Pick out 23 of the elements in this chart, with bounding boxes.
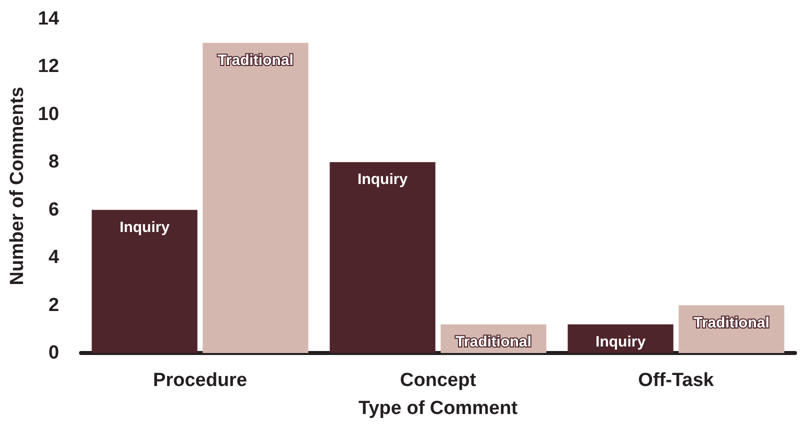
series-label: Inquiry — [596, 333, 646, 350]
y-tick-label: 6 — [48, 199, 60, 220]
x-tick-label: Procedure — [153, 370, 248, 391]
y-tick-label: 0 — [48, 342, 60, 364]
y-tick-label: 4 — [48, 247, 60, 268]
bar — [330, 162, 436, 353]
y-tick-label: 8 — [48, 152, 60, 173]
x-tick-label: Concept — [400, 370, 477, 391]
text: Traditional — [694, 314, 770, 332]
bar — [92, 210, 198, 353]
y-tick-label: 2 — [48, 294, 60, 316]
y-axis-title: Number of Comments — [7, 86, 28, 286]
y-tick-label: 14 — [38, 8, 60, 30]
y-tick-label: 10 — [38, 104, 60, 125]
y-tick-label: 12 — [38, 56, 60, 78]
text: Traditional — [218, 52, 294, 69]
x-axis-title: Type of Comment — [358, 398, 518, 419]
text: Inquiry — [358, 171, 408, 188]
x-tick-label: Off-Task — [638, 370, 714, 391]
text: Inquiry — [120, 218, 170, 236]
bar — [202, 42, 308, 353]
series-label: Traditional — [456, 333, 532, 350]
bar — [568, 324, 674, 353]
